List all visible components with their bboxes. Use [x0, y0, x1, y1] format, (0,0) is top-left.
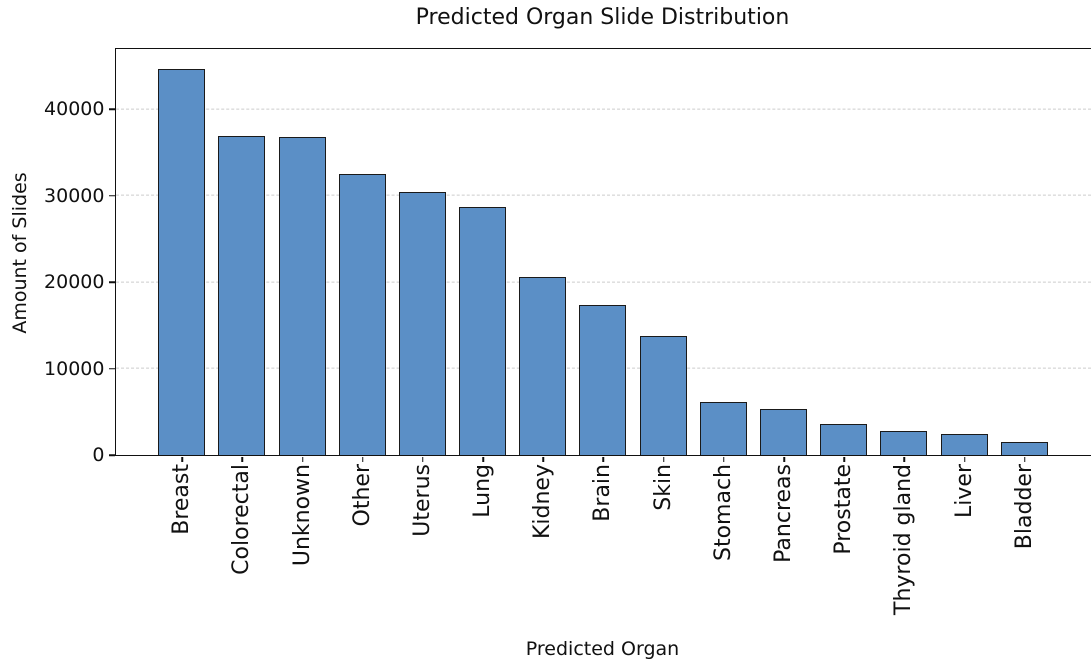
x-tick-mark-bladder — [1023, 456, 1026, 462]
y-axis-ticks: 0 10000 20000 30000 40000 — [0, 49, 115, 466]
bar-kidney — [519, 277, 567, 455]
bar-skin — [639, 336, 687, 455]
x-tick-label-stomach: Stomach — [710, 463, 736, 561]
y-tick-mark-20000 — [109, 281, 115, 283]
x-tick-label-uterus: Uterus — [409, 463, 435, 537]
bar-bladder — [1000, 441, 1048, 455]
bar-colorectal — [218, 135, 266, 455]
x-tick-mark-stomach — [723, 456, 725, 462]
bar-pancreas — [760, 408, 807, 455]
bar-stomach — [699, 401, 747, 455]
y-tick-mark-40000 — [109, 108, 115, 111]
x-tick-mark-lung — [482, 456, 484, 462]
x-tick-label-skin: Skin — [650, 463, 676, 511]
x-tick-mark-prostate — [843, 456, 845, 462]
gridline-30000 — [115, 194, 1091, 196]
x-tick-mark-breast — [181, 456, 184, 462]
x-tick-mark-other — [362, 456, 364, 462]
x-tick-label-kidney: Kidney — [530, 463, 556, 539]
x-tick-label-brain: Brain — [590, 463, 616, 522]
x-tick-mark-thyroid-gland — [903, 456, 906, 462]
y-tick-label-40000: 40000 — [44, 98, 105, 121]
x-tick-mark-colorectal — [241, 456, 244, 462]
y-tick-label-0: 0 — [92, 444, 105, 466]
x-tick-label-colorectal: Colorectal — [229, 463, 255, 575]
y-tick-mark-10000 — [109, 367, 115, 370]
bar-thyroid-gland — [880, 431, 928, 455]
x-tick-label-prostate: Prostate — [831, 463, 857, 555]
gridline-40000 — [115, 108, 1091, 110]
bar-lung — [459, 206, 507, 455]
x-tick-label-liver: Liver — [951, 463, 977, 518]
x-tick-label-lung: Lung — [470, 463, 496, 518]
x-tick-label-breast: Breast — [169, 463, 195, 535]
x-tick-label-bladder: Bladder — [1011, 463, 1037, 549]
bar-unknown — [278, 137, 326, 455]
bar-uterus — [398, 191, 446, 455]
x-tick-mark-unknown — [301, 456, 304, 462]
x-tick-mark-pancreas — [783, 456, 785, 462]
x-tick-label-thyroid-gland: Thyroid gland — [891, 463, 917, 615]
y-tick-mark-0 — [109, 454, 115, 456]
x-axis-label: Predicted Organ — [525, 638, 680, 660]
x-tick-mark-uterus — [422, 456, 424, 462]
bar-prostate — [820, 424, 868, 455]
x-tick-label-pancreas: Pancreas — [770, 463, 796, 563]
bar-liver — [940, 433, 988, 455]
plot-area — [114, 47, 1091, 456]
bar-breast — [158, 69, 206, 455]
x-tick-mark-skin — [662, 456, 665, 462]
y-tick-label-20000: 20000 — [44, 271, 105, 294]
x-tick-mark-brain — [602, 456, 605, 462]
chart-title: Predicted Organ Slide Distribution — [415, 5, 790, 30]
bar-brain — [579, 305, 627, 455]
bar-other — [338, 173, 386, 455]
gridline-20000 — [115, 281, 1091, 283]
y-tick-label-10000: 10000 — [44, 357, 105, 380]
x-tick-label-unknown: Unknown — [289, 463, 315, 566]
x-tick-mark-liver — [963, 456, 966, 462]
x-tick-mark-kidney — [542, 456, 545, 462]
x-axis-ticks: Breast Colorectal Unknown Other Uterus Lung Ki… — [116, 456, 1091, 637]
x-tick-label-other: Other — [349, 463, 375, 526]
y-tick-mark-30000 — [109, 195, 115, 197]
y-tick-label-30000: 30000 — [44, 184, 105, 207]
